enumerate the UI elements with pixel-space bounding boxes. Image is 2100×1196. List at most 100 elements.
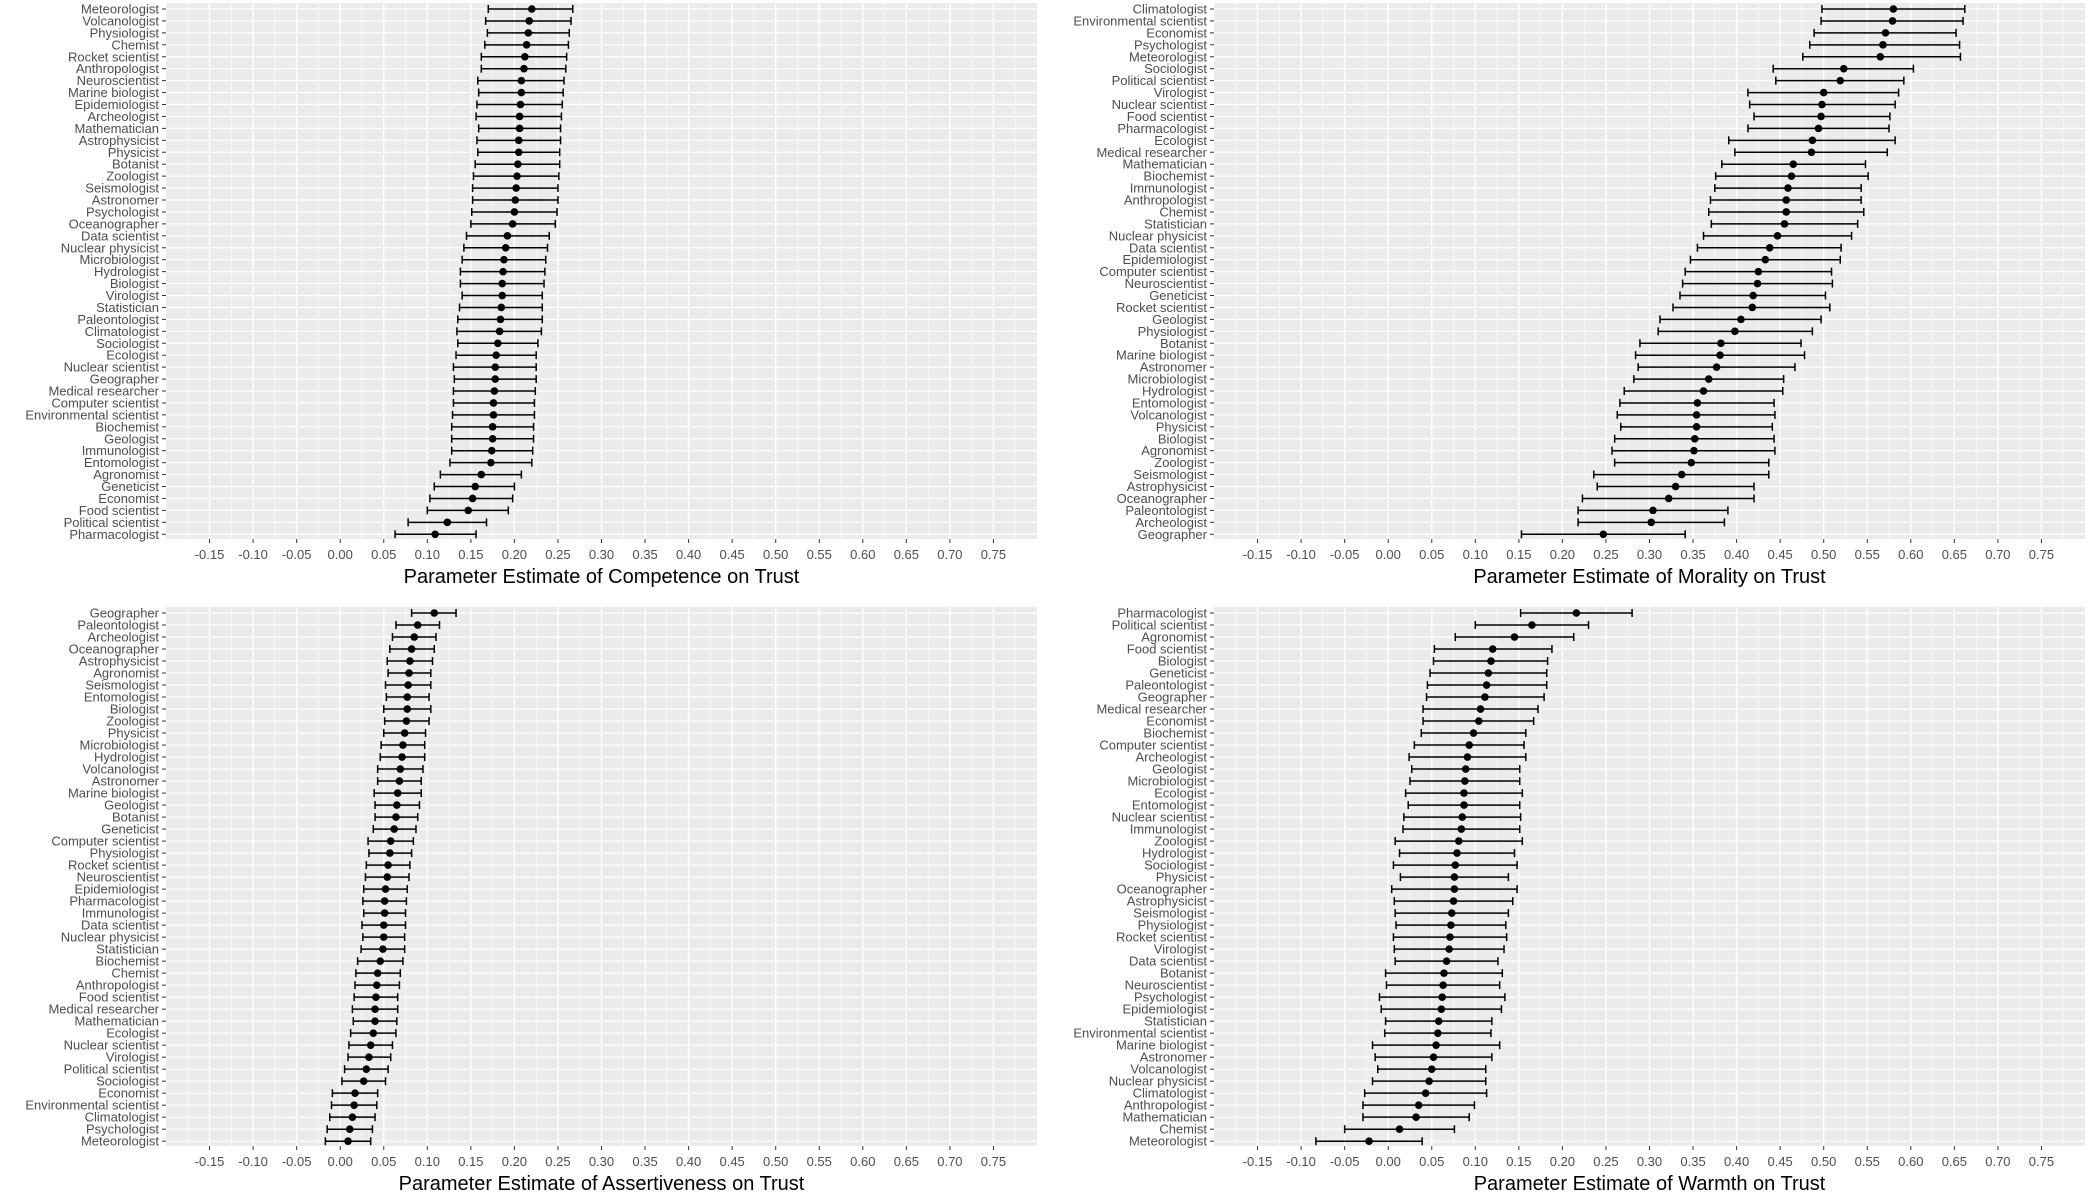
x-tick-label: 0.60 [1898,547,1923,562]
estimate-point [410,633,418,641]
estimate-point [1425,1077,1433,1085]
estimate-point [431,530,439,538]
x-tick-label: 0.15 [458,547,483,562]
estimate-point [1688,459,1696,467]
panel-warmth: -0.15 -0.10 -0.05 0.00 0.05 0.10 0.15 0.20 0.25 0… [1073,606,2085,1192]
x-tick-label: 0.70 [1985,547,2010,562]
estimate-point [390,825,398,833]
estimate-point [1700,387,1708,395]
x-tick-label: 0.50 [763,1154,788,1169]
estimate-point [1762,256,1770,264]
x-tick-label: -0.15 [1243,547,1273,562]
x-tick-label: 0.30 [589,547,614,562]
estimate-point [1717,339,1725,347]
estimate-point [1890,5,1898,13]
x-tick-label: 0.35 [1680,1154,1705,1169]
estimate-point [1415,1101,1423,1109]
estimate-point [1774,232,1782,240]
estimate-point [521,53,529,61]
estimate-point [1690,447,1698,455]
estimate-point [383,873,391,881]
x-tick-label: 0.50 [1811,547,1836,562]
estimate-point [488,447,496,455]
estimate-point [393,801,401,809]
estimate-point [515,137,523,145]
estimate-point [360,1077,368,1085]
estimate-point [525,17,533,25]
x-tick-label: 0.20 [502,547,527,562]
x-axis-title: Parameter Estimate of Competence on Trus… [404,566,800,588]
estimate-point [1788,172,1796,180]
x-tick-label: 0.25 [545,1154,570,1169]
estimate-point [1782,208,1790,216]
x-tick-label: 0.35 [632,547,657,562]
estimate-point [382,885,390,893]
estimate-point [373,981,381,989]
x-tick-label: -0.05 [1330,1154,1360,1169]
x-tick-label: -0.15 [1243,1154,1273,1169]
estimate-point [376,957,384,965]
estimate-point [1755,268,1763,276]
x-axis-title: Parameter Estimate of Morality on Trust [1473,566,1826,588]
estimate-point [351,1089,359,1097]
estimate-point [489,435,497,443]
estimate-point [344,1137,352,1145]
estimate-point [1647,519,1655,527]
estimate-point [374,969,382,977]
estimate-point [1434,1029,1442,1037]
x-tick-label: 0.20 [1550,1154,1575,1169]
x-tick-label: 0.00 [328,1154,353,1169]
estimate-point [1678,471,1686,479]
estimate-point [487,459,495,467]
estimate-point [394,789,402,797]
x-tick-label: 0.25 [545,547,570,562]
x-tick-label: 0.50 [763,547,788,562]
estimate-point [1460,801,1468,809]
estimate-point [523,41,531,49]
estimate-point [430,609,438,617]
estimate-point [1789,160,1797,168]
estimate-point [405,669,413,677]
estimate-point [1440,969,1448,977]
estimate-point [491,387,499,395]
estimate-point [379,945,387,953]
estimate-point [365,1053,373,1061]
estimate-point [478,471,486,479]
x-tick-label: 0.70 [937,1154,962,1169]
estimate-point [1470,729,1478,737]
x-tick-label: 0.75 [981,547,1006,562]
estimate-point [1443,957,1451,965]
x-tick-label: 0.30 [1637,1154,1662,1169]
x-tick-label: 0.45 [1767,1154,1792,1169]
estimate-point [516,113,524,121]
estimate-point [520,65,528,73]
x-tick-label: 0.65 [1942,547,1967,562]
estimate-point [380,921,388,929]
estimate-point [1877,53,1885,61]
estimate-point [1511,633,1519,641]
estimate-point [502,244,510,252]
estimate-point [1447,921,1455,929]
estimate-point [1439,981,1447,989]
estimate-point [1445,945,1453,953]
estimate-point [1528,621,1536,629]
x-tick-label: 0.40 [676,1154,701,1169]
x-tick-label: 0.70 [1985,1154,2010,1169]
estimate-point [513,172,521,180]
x-tick-label: 0.10 [415,547,440,562]
estimate-point [1432,1041,1440,1049]
estimate-point [509,220,517,228]
x-tick-label: -0.15 [195,547,225,562]
x-tick-label: 0.25 [1593,1154,1618,1169]
x-tick-label: 0.75 [2029,547,2054,562]
y-tick-label: Meteorologist [81,1134,159,1149]
x-tick-label: -0.05 [282,547,312,562]
x-tick-label: 0.60 [1898,1154,1923,1169]
estimate-point [1818,101,1826,109]
estimate-point [528,5,536,13]
panel-assertiveness: -0.15 -0.10 -0.05 0.00 0.05 0.10 0.15 0.20 0.25 0… [25,606,1037,1192]
estimate-point [1422,1089,1430,1097]
x-tick-label: 0.05 [1419,1154,1444,1169]
estimate-point [1446,933,1454,941]
estimate-point [1412,1113,1420,1121]
